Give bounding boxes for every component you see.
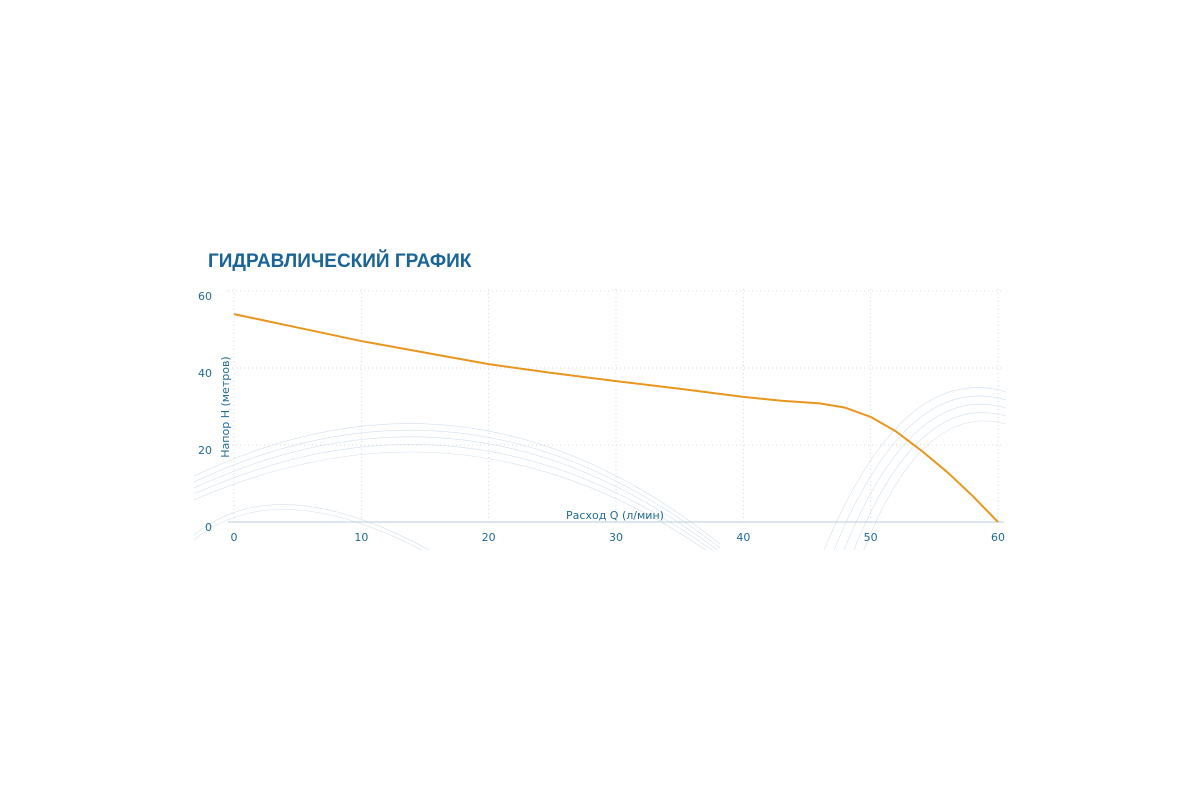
y-axis-label: Напор H (метров): [219, 356, 232, 457]
decor-waves: [194, 387, 1006, 550]
x-tick-label: 40: [736, 531, 750, 544]
y-tick-label: 60: [198, 290, 212, 303]
y-tick-label: 20: [198, 444, 212, 457]
x-tick-label: 30: [609, 531, 623, 544]
curve: [233, 313, 999, 523]
x-tick-label: 0: [231, 531, 238, 544]
x-tick-label: 50: [864, 531, 878, 544]
x-tick-label: 20: [482, 531, 496, 544]
chart-title: ГИДРАВЛИЧЕСКИЙ ГРАФИК: [208, 250, 472, 272]
y-tick-label: 40: [198, 367, 212, 380]
x-axis-label: Расход Q (л/мин): [566, 509, 664, 522]
x-tick-label: 60: [991, 531, 1005, 544]
x-tick-label: 10: [354, 531, 368, 544]
y-tick-label: 0: [205, 521, 212, 534]
